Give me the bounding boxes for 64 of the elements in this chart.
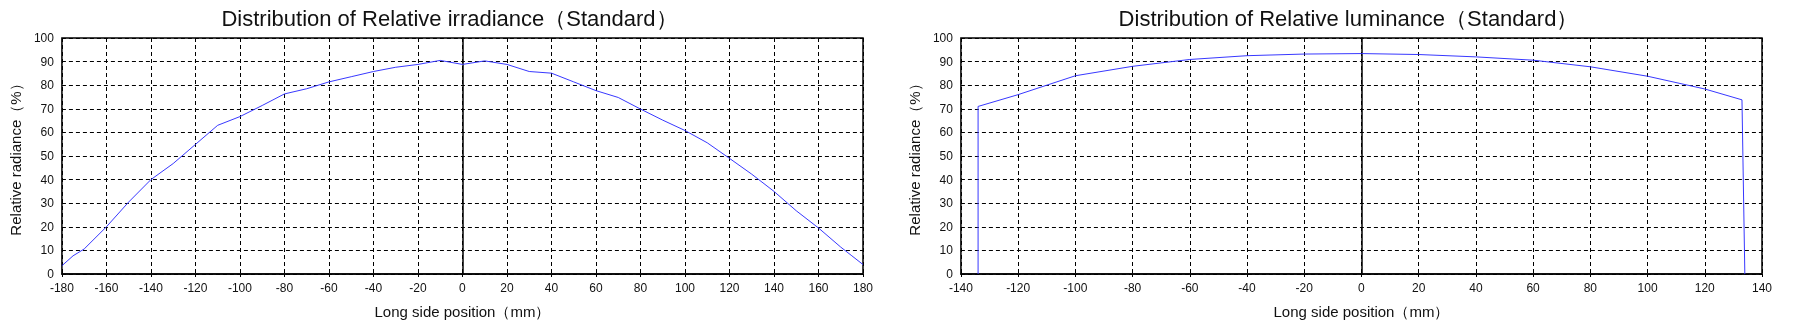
y-tick-label: 40: [40, 172, 55, 187]
x-tick-label: -180: [49, 281, 75, 295]
y-axis-title: Relative radiance（%）: [7, 76, 24, 236]
x-tick-label: 40: [1469, 281, 1483, 295]
y-tick-label: 20: [939, 219, 954, 234]
x-tick-label: 120: [1694, 281, 1716, 295]
y-tick-label: 80: [939, 78, 954, 93]
y-tick-label: 50: [939, 149, 954, 163]
x-tick-label: 20: [1412, 281, 1426, 295]
x-tick-label: -80: [275, 281, 294, 295]
x-tick-label: -100: [227, 281, 253, 295]
x-tick-label: 80: [1583, 281, 1598, 295]
x-tick-label: 120: [719, 281, 740, 295]
x-tick-label: -40: [364, 281, 383, 295]
y-tick-label: 10: [939, 243, 954, 258]
y-tick-label: 100: [932, 31, 954, 45]
x-tick-label: -160: [94, 281, 119, 295]
x-tick-label: 140: [763, 281, 785, 295]
x-tick-label: 20: [500, 281, 514, 295]
x-tick-label: -120: [183, 281, 208, 295]
x-tick-label: 40: [544, 281, 559, 295]
x-axis-title: Long side position（mm）: [1273, 303, 1450, 320]
y-tick-label: 80: [40, 78, 55, 93]
x-tick-label: -140: [948, 281, 974, 295]
line-series: [977, 53, 1746, 275]
y-tick-label: 90: [939, 54, 954, 69]
y-tick-label: 30: [40, 196, 55, 211]
x-tick-label: -40: [1238, 281, 1257, 295]
x-tick-label: 0: [459, 281, 467, 295]
x-tick-label: 160: [808, 281, 829, 295]
y-tick-label: 0: [946, 267, 954, 281]
x-tick-label: 100: [674, 281, 696, 295]
x-tick-label: 60: [589, 281, 603, 295]
y-tick-label: 70: [40, 101, 55, 116]
y-tick-label: 40: [939, 172, 954, 187]
y-tick-label: 60: [939, 125, 954, 140]
y-tick-label: 20: [40, 219, 55, 234]
x-tick-label: 100: [1637, 281, 1658, 295]
x-tick-label: -60: [1181, 281, 1199, 295]
y-tick-label: 100: [33, 31, 55, 45]
x-tick-label: 60: [1526, 281, 1541, 295]
x-tick-label: -80: [1123, 281, 1142, 295]
chart-title: Distribution of Relative irradiance（Standard）: [221, 5, 678, 31]
y-tick-label: 60: [40, 125, 55, 140]
y-tick-label: 70: [939, 101, 954, 116]
y-tick-label: 30: [939, 196, 954, 211]
x-tick-label: -20: [1295, 281, 1314, 295]
x-tick-label: -60: [320, 281, 338, 295]
x-tick-label: 0: [1358, 281, 1366, 295]
x-tick-label: -20: [409, 281, 427, 295]
x-tick-label: 180: [852, 281, 874, 295]
y-axis-title: Relative radiance（%）: [906, 76, 923, 236]
x-tick-label: -100: [1063, 281, 1088, 295]
x-tick-label: 140: [1751, 281, 1773, 295]
line-series: [61, 59, 864, 267]
x-tick-label: -140: [138, 281, 164, 295]
y-tick-label: 10: [40, 243, 55, 258]
y-tick-label: 0: [47, 267, 55, 281]
chart-title: Distribution of Relative luminance（Standard）: [1118, 5, 1579, 31]
x-tick-label: -120: [1006, 281, 1031, 295]
x-tick-label: 80: [633, 281, 648, 295]
y-tick-label: 90: [40, 54, 55, 69]
y-tick-label: 50: [40, 149, 55, 163]
x-axis-title: Long side position（mm）: [374, 303, 551, 320]
